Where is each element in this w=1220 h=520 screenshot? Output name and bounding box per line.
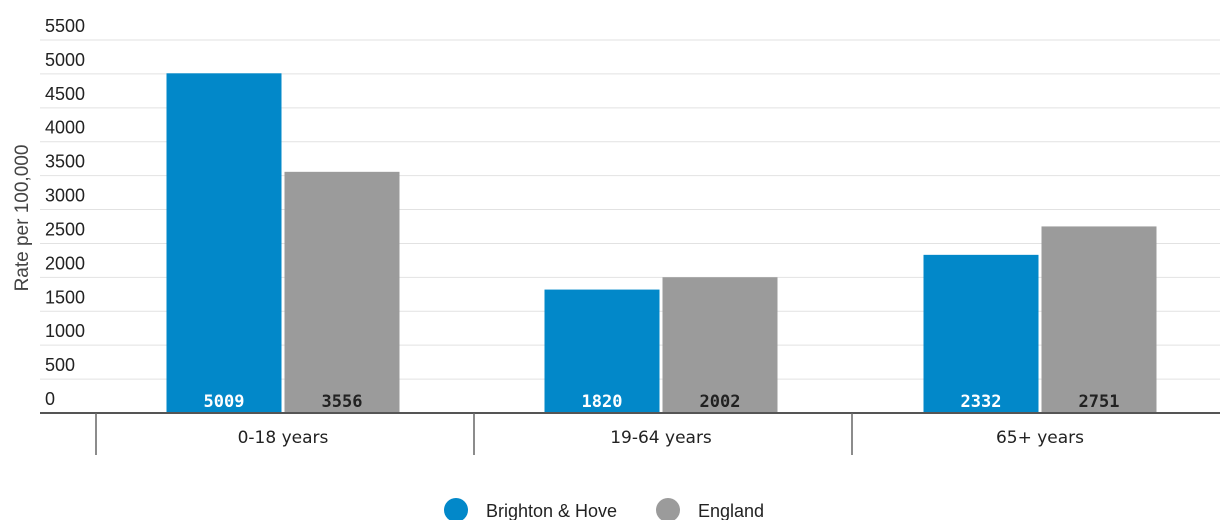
legend-swatch [444, 498, 468, 520]
x-axis-categories: 0-18 years 19-64 years 65+ years [95, 413, 1084, 455]
data-labels: 5009 3556 1820 2002 2332 2751 [204, 392, 1120, 412]
y-tick-label: 2500 [45, 219, 85, 239]
y-tick-label: 5000 [45, 50, 85, 70]
y-tick-label: 3000 [45, 186, 85, 206]
y-tick-label: 4000 [45, 118, 85, 138]
category-label: 0-18 years [238, 428, 329, 448]
y-tick-label: 0 [45, 389, 55, 409]
bar-england-2 [1041, 226, 1157, 413]
data-label: 2002 [700, 392, 741, 412]
data-label: 2751 [1079, 392, 1120, 412]
y-tick-label: 1000 [45, 321, 85, 341]
data-label: 1820 [582, 392, 623, 412]
bar-england-1 [662, 277, 778, 413]
bar-brighton-hove-0 [166, 73, 282, 413]
bar-england-0 [284, 171, 400, 413]
bars [166, 73, 1157, 413]
category-label: 19-64 years [610, 428, 712, 448]
legend-swatch [656, 498, 680, 520]
y-tick-label: 5500 [45, 16, 85, 36]
category-label: 65+ years [996, 428, 1084, 448]
legend: Brighton & Hove England [444, 498, 764, 520]
bar-brighton-hove-2 [923, 254, 1039, 413]
y-tick-label: 2000 [45, 253, 85, 273]
y-tick-label: 500 [45, 355, 75, 375]
legend-label: Brighton & Hove [486, 501, 617, 520]
data-label: 3556 [322, 392, 363, 412]
y-axis-label: Rate per 100,000 [12, 145, 33, 292]
data-label: 5009 [204, 392, 245, 412]
y-tick-label: 1500 [45, 287, 85, 307]
y-axis-ticks: 0 500 1000 1500 2000 2500 3000 3500 4000 4500 5000… [45, 16, 85, 409]
bar-brighton-hove-1 [544, 289, 660, 413]
y-tick-label: 4500 [45, 84, 85, 104]
y-tick-label: 3500 [45, 152, 85, 172]
legend-label: England [698, 501, 764, 520]
data-label: 2332 [961, 392, 1002, 412]
